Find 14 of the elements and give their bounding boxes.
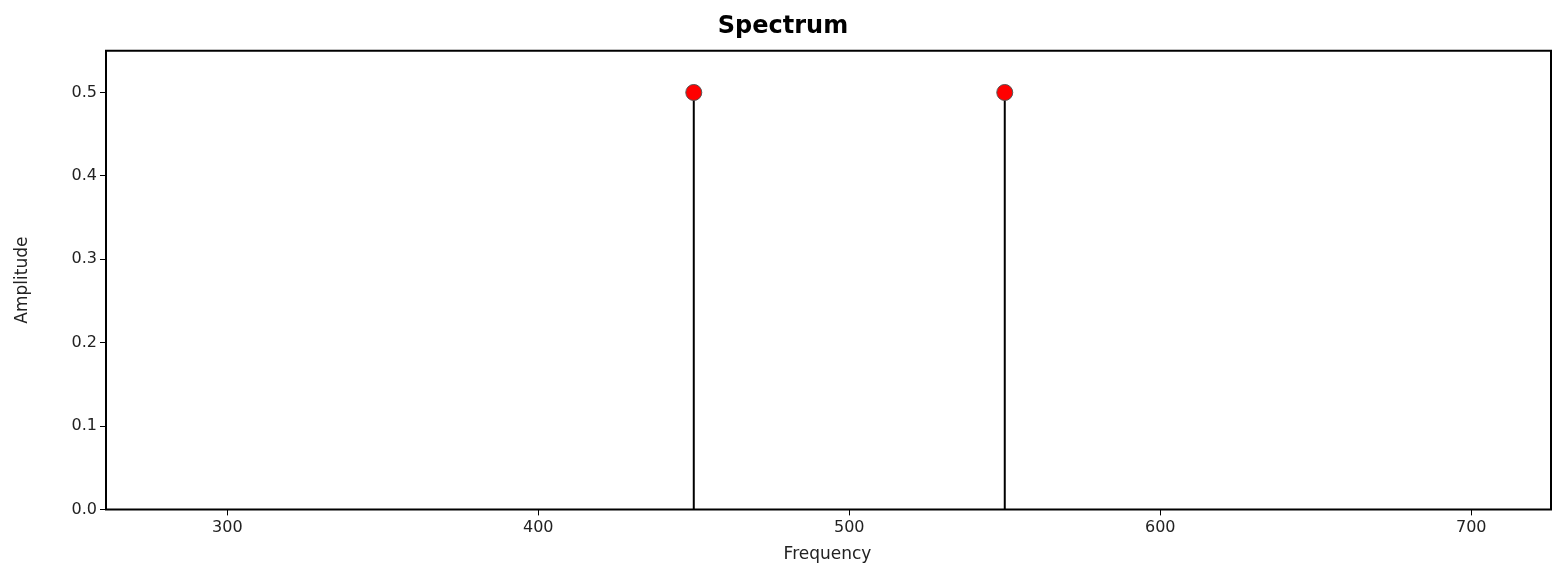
y-tick-label: 0.4 [71, 165, 97, 185]
x-tick-label: 600 [1144, 517, 1176, 537]
y-axis-title: Amplitude [10, 236, 31, 324]
x-tick-label: 700 [1455, 517, 1487, 537]
chart-title: Spectrum [717, 10, 849, 39]
y-tick-label: 0.3 [71, 248, 97, 268]
x-axis-title: Frequency [783, 543, 872, 564]
y-tick-label: 0.2 [71, 331, 97, 351]
x-tick-label: 500 [834, 517, 865, 537]
y-tick-label: 0.0 [71, 498, 97, 518]
y-tick-label: 0.1 [71, 415, 97, 435]
x-tick-label: 300 [212, 517, 243, 537]
x-tick-label: 400 [523, 517, 554, 537]
y-tick-label: 0.5 [71, 81, 97, 101]
